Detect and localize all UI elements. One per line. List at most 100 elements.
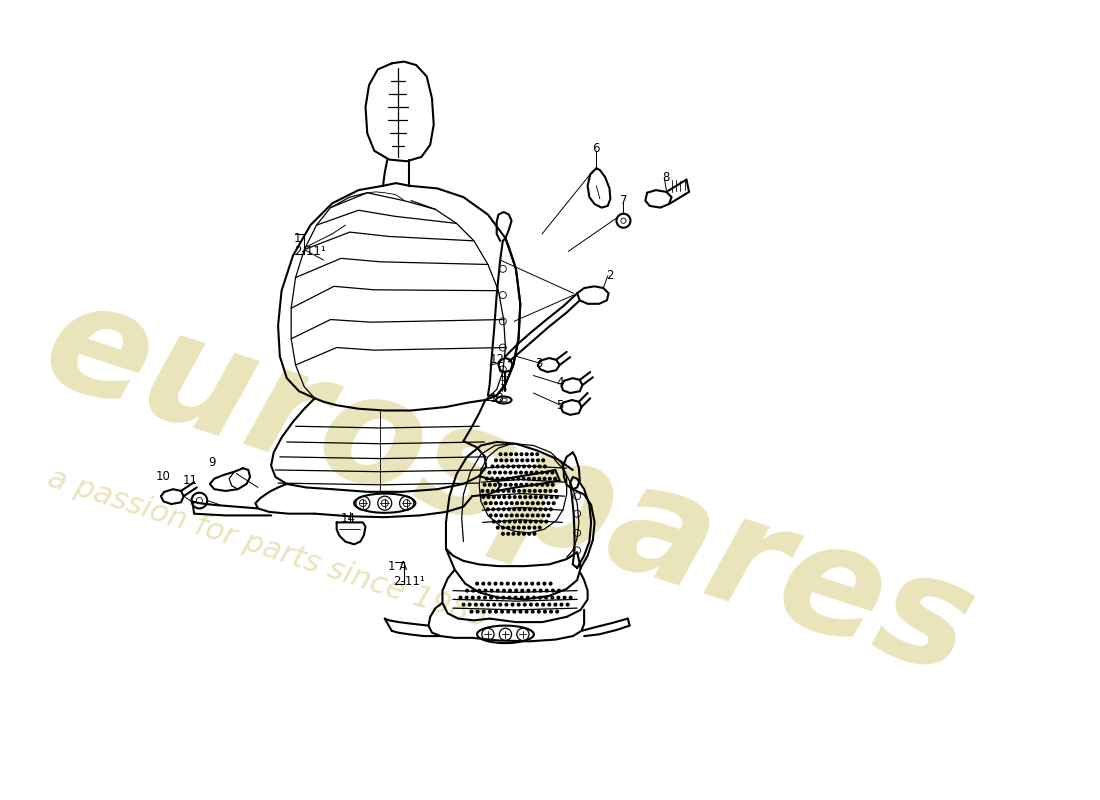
Text: 2-11¹: 2-11¹ [295,245,327,258]
Circle shape [563,596,565,599]
Circle shape [528,465,530,468]
Text: 3: 3 [535,357,542,370]
Circle shape [521,514,524,517]
Circle shape [527,596,529,599]
Circle shape [524,603,526,606]
Circle shape [499,514,503,517]
Circle shape [465,590,469,592]
Circle shape [502,533,504,535]
Circle shape [508,590,512,592]
Circle shape [502,526,504,529]
Circle shape [484,590,487,592]
Text: 2-11¹: 2-11¹ [394,574,425,587]
Circle shape [534,490,536,492]
Circle shape [553,478,557,480]
Circle shape [524,496,527,498]
Circle shape [543,465,547,468]
Circle shape [534,508,537,510]
Circle shape [538,526,541,529]
Circle shape [547,483,549,486]
Circle shape [505,603,508,606]
Circle shape [517,478,519,480]
Circle shape [490,502,492,505]
Circle shape [538,478,541,480]
Circle shape [510,502,513,505]
Circle shape [538,465,541,468]
Circle shape [500,582,503,585]
Circle shape [488,582,491,585]
Text: 2: 2 [606,270,614,282]
Text: 14: 14 [341,511,355,525]
Circle shape [488,471,491,474]
Circle shape [543,582,546,585]
Circle shape [538,610,540,613]
Circle shape [513,610,516,613]
Circle shape [539,508,541,510]
Circle shape [529,496,531,498]
Circle shape [524,508,526,510]
Circle shape [529,508,531,510]
Circle shape [507,610,509,613]
Circle shape [520,453,522,455]
Circle shape [496,596,498,599]
Circle shape [534,526,536,529]
Circle shape [532,478,536,480]
Circle shape [522,526,526,529]
Circle shape [485,478,488,480]
Circle shape [507,533,509,535]
Circle shape [515,596,517,599]
Circle shape [513,526,515,529]
Circle shape [544,490,547,492]
Circle shape [539,590,542,592]
Circle shape [484,596,486,599]
Circle shape [502,596,505,599]
Circle shape [542,514,544,517]
Circle shape [548,603,551,606]
Circle shape [499,502,503,505]
Circle shape [510,459,513,462]
Text: a passion for parts since 1985: a passion for parts since 1985 [44,463,491,634]
Circle shape [525,471,528,474]
Circle shape [505,514,508,517]
Circle shape [502,478,504,480]
Circle shape [491,590,493,592]
Circle shape [509,471,512,474]
Circle shape [482,582,485,585]
Circle shape [495,459,497,462]
Circle shape [499,459,503,462]
Circle shape [549,490,552,492]
Circle shape [521,502,524,505]
Text: 12: 12 [490,354,504,366]
Circle shape [519,496,521,498]
Circle shape [528,478,530,480]
Circle shape [492,490,494,492]
Circle shape [476,582,478,585]
Circle shape [505,459,508,462]
Circle shape [534,590,536,592]
Circle shape [542,502,544,505]
Circle shape [487,496,490,498]
Circle shape [504,471,506,474]
Circle shape [495,514,497,517]
Circle shape [497,490,499,492]
Circle shape [513,508,516,510]
Circle shape [551,483,554,486]
Circle shape [560,603,563,606]
Circle shape [536,483,538,486]
Circle shape [507,490,510,492]
Circle shape [522,478,525,480]
Circle shape [510,514,513,517]
Circle shape [494,483,496,486]
Circle shape [521,590,524,592]
Circle shape [534,465,536,468]
Circle shape [549,582,552,585]
Circle shape [531,610,534,613]
Text: 11: 11 [183,474,198,487]
Circle shape [537,502,539,505]
Circle shape [537,582,540,585]
Circle shape [472,590,474,592]
Text: 5: 5 [556,398,563,412]
Circle shape [552,502,556,505]
Circle shape [519,471,522,474]
Circle shape [483,483,486,486]
